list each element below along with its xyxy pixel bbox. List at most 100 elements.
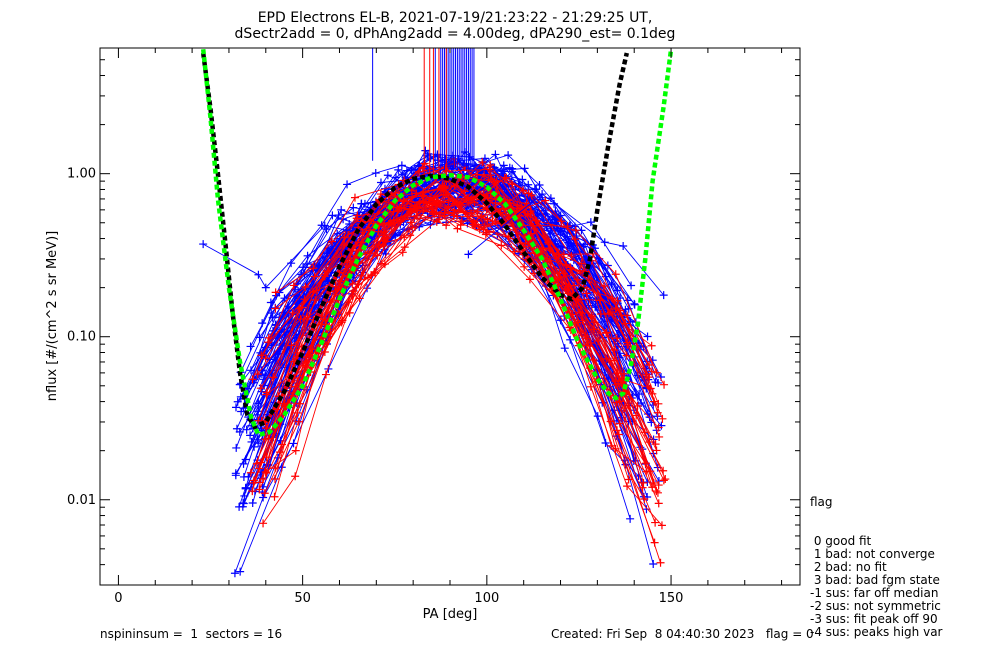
data-point [303,251,312,260]
data-point [412,189,421,198]
data-point [321,370,330,379]
footer-info-left: nspininsum = 1 sectors = 16 [100,627,283,641]
data-point [647,341,656,350]
data-point [246,431,255,440]
data-point [254,407,263,416]
data-point [571,226,580,235]
data-point [433,201,442,210]
data-point [444,196,453,205]
data-point [254,399,263,408]
data-point [299,263,308,272]
data-point [289,439,298,448]
legend-title: flag [810,495,833,509]
data-point [235,502,244,511]
data-point [566,335,575,344]
data-point [654,423,663,432]
data-point [582,341,591,350]
data-point [504,151,513,160]
data-point [269,373,278,382]
trace-line [276,166,656,523]
data-point [653,408,662,417]
x-tick-label: 50 [294,591,311,606]
data-point [296,314,305,323]
data-point [659,476,668,485]
data-point [520,262,529,271]
data-point [626,514,635,523]
data-point [328,211,337,220]
x-tick-label: 150 [659,591,684,606]
data-point [294,417,303,426]
data-point [600,238,609,247]
data-point [271,304,280,313]
data-point [349,203,358,212]
data-point [357,199,366,208]
data-point [557,217,566,226]
data-point [264,333,273,342]
data-point [659,291,668,300]
data-point [648,389,657,398]
legend-item: 1 bad: not converge [810,547,935,561]
data-point [633,401,642,410]
data-point [573,318,582,327]
data-point [249,476,258,485]
data-point [480,170,489,179]
data-point [248,499,257,508]
legend-item: -4 sus: peaks high var [810,625,943,639]
data-point [300,270,309,279]
legend-items: 0 good fit 1 bad: not converge 2 bad: no… [810,535,942,639]
data-point [419,197,428,206]
data-point [569,256,578,265]
data-point [648,483,657,492]
data-point [364,273,373,282]
trace-line [272,168,659,404]
data-point [400,243,409,252]
data-point [586,382,595,391]
data-point [657,521,666,530]
data-point [301,282,310,291]
data-point [611,270,620,279]
legend-item: -2 sus: not symmetric [810,599,941,613]
data-point [660,380,669,389]
data-point [394,165,403,174]
outlier-trace [464,190,668,300]
data-point [270,492,279,501]
data-point [337,205,346,214]
data-point [442,221,451,230]
data-point [548,213,557,222]
trace-line [257,194,664,472]
data-point [491,150,500,159]
x-axis-label: PA [deg] [423,607,478,622]
data-point [255,333,264,342]
trace-line [279,184,638,453]
data-point [475,225,484,234]
chart-subtitle: dSectr2add = 0, dPhAng2add = 4.00deg, dP… [235,26,676,42]
data-point [526,207,535,216]
data-point [615,397,624,406]
data-point [527,229,536,238]
data-point [613,286,622,295]
data-point [261,371,270,380]
data-point [651,378,660,387]
data-point [643,332,652,341]
data-point [236,567,245,576]
data-point [297,303,306,312]
data-point [293,348,302,357]
legend-item: -1 sus: far off median [810,586,939,600]
flag-legend: flag 0 good fit 1 bad: not converge 2 ba… [810,470,942,652]
data-point [438,181,447,190]
data-point [256,384,265,393]
data-point [412,211,421,220]
data-point [239,459,248,468]
data-point [538,190,547,199]
data-point [587,312,596,321]
data-point [358,228,367,237]
data-point [266,298,275,307]
data-point [491,198,500,207]
data-point [348,246,357,255]
data-point [432,209,441,218]
chart-title: EPD Electrons EL-B, 2021-07-19/21:23:22 … [258,10,653,26]
data-point [340,233,349,242]
data-point [233,397,242,406]
data-point [309,288,318,297]
